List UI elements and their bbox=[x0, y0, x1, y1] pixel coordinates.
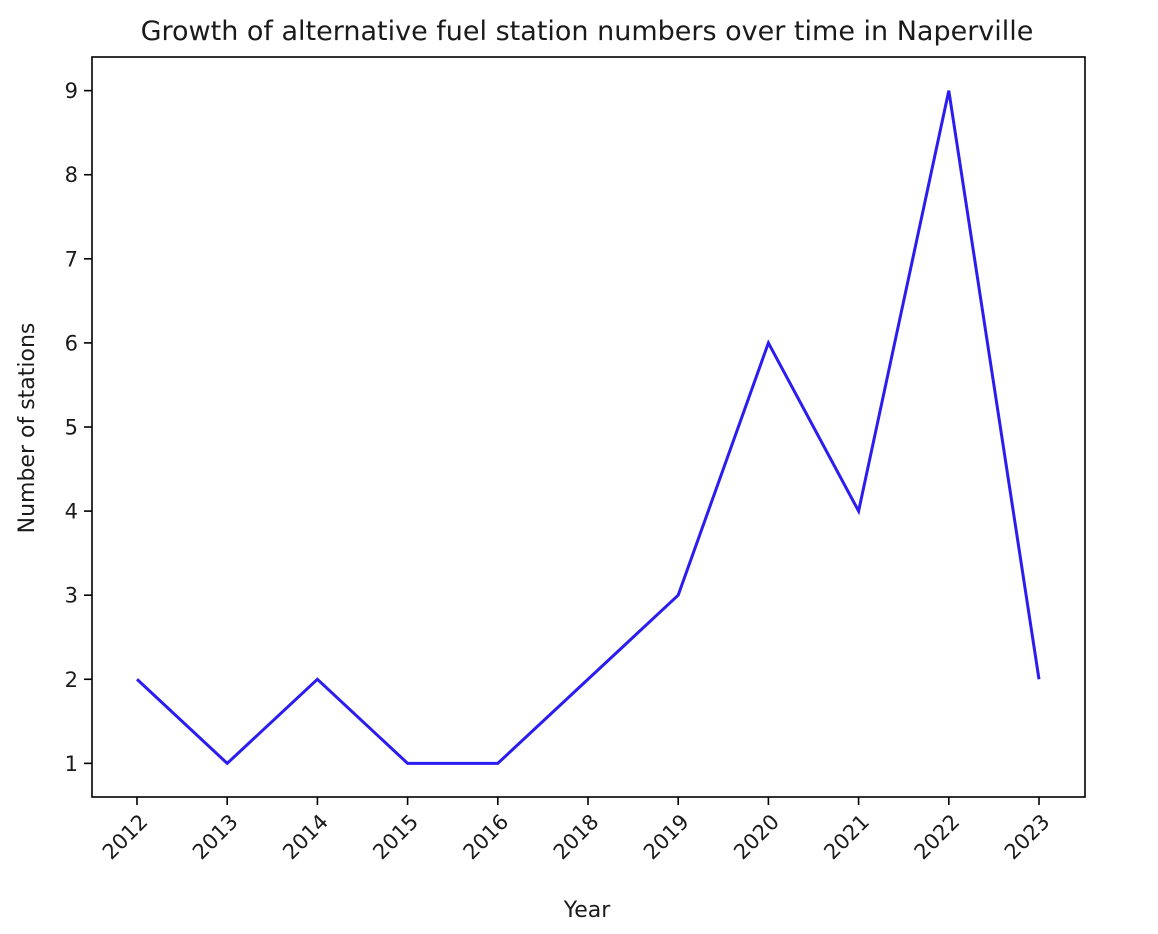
x-tick-label: 2021 bbox=[819, 810, 874, 865]
x-tick-label: 2014 bbox=[278, 810, 333, 865]
x-axis-label: Year bbox=[563, 898, 612, 923]
y-tick-label: 5 bbox=[65, 416, 78, 440]
series-line bbox=[135, 90, 1041, 766]
x-tick-label: 2022 bbox=[910, 810, 965, 865]
x-tick-label: 2018 bbox=[549, 810, 604, 865]
x-tick-label: 2015 bbox=[368, 810, 423, 865]
x-axis-ticks: 2012 2013 2014 2015 2016 2018 2019 2020 2021 2022… bbox=[98, 797, 1055, 864]
y-tick-label: 3 bbox=[65, 584, 78, 608]
y-tick-label: 1 bbox=[65, 752, 78, 776]
x-tick-label: 2013 bbox=[188, 810, 243, 865]
y-axis-label: Number of stations bbox=[15, 323, 40, 534]
y-tick-label: 7 bbox=[65, 247, 78, 271]
plot-area-frame bbox=[91, 56, 1086, 798]
x-tick-label: 2023 bbox=[1000, 810, 1055, 865]
y-tick-label: 6 bbox=[65, 331, 78, 355]
series-group bbox=[135, 90, 1041, 766]
x-tick-label: 2012 bbox=[98, 810, 153, 865]
y-tick-label: 8 bbox=[65, 163, 78, 187]
x-tick-label: 2020 bbox=[729, 810, 784, 865]
x-tick-label: 2016 bbox=[459, 810, 514, 865]
chart-title: Growth of alternative fuel station numbe… bbox=[141, 16, 1034, 47]
x-tick-label: 2019 bbox=[639, 810, 694, 865]
y-tick-label: 9 bbox=[65, 79, 78, 103]
y-axis-ticks: 1 2 3 4 5 6 7 8 9 bbox=[65, 79, 92, 776]
y-tick-label: 4 bbox=[65, 500, 78, 524]
y-tick-label: 2 bbox=[65, 668, 78, 692]
